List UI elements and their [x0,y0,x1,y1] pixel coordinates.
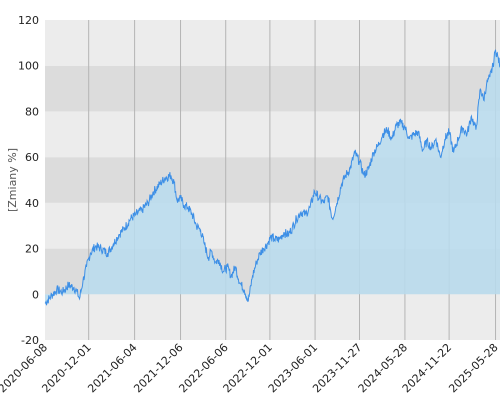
x-axis-ticks: 2020-06-082020-12-012021-06-042021-12-06… [0,341,500,395]
y-tick-label: -20 [21,334,39,347]
plot-band [45,65,500,112]
y-tick-label: 80 [25,105,39,118]
plot-band [45,20,500,66]
y-axis-label: [Zmiany %] [6,148,19,212]
y-tick-label: 40 [25,197,39,210]
y-tick-label: 120 [18,14,39,27]
series-area-fill [45,49,500,306]
plot-band [45,294,500,340]
y-tick-label: 60 [25,151,39,164]
y-tick-label: 20 [25,243,39,256]
series-line [44,49,500,306]
y-axis-ticks: -20 0 20 40 60 80 100 120 [18,14,39,347]
y-tick-label: 100 [18,60,39,73]
y-tick-label: 0 [32,288,39,301]
x-tick-label: 2025-05-28 [446,341,500,395]
